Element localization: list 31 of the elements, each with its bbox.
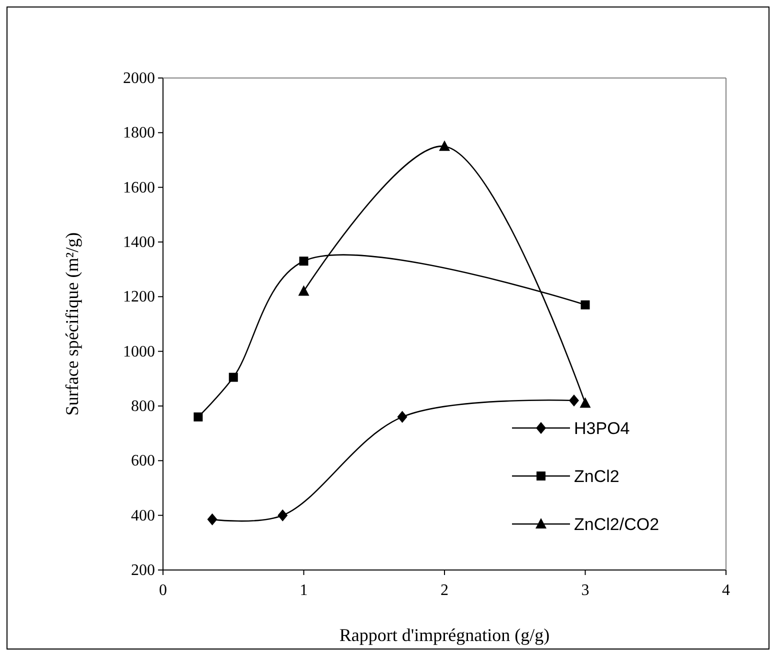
y-tick-label: 2000	[123, 70, 155, 87]
x-tick-label: 1	[300, 582, 308, 599]
legend-label: ZnCl2/CO2	[574, 515, 660, 534]
point	[298, 285, 310, 296]
legend-label: H3PO4	[574, 419, 630, 438]
x-tick-label: 4	[722, 582, 730, 599]
point	[228, 372, 238, 382]
point	[299, 256, 308, 266]
y-tick-label: 1800	[123, 124, 155, 142]
y-tick-label: 600	[131, 452, 155, 470]
point	[278, 509, 288, 522]
point	[568, 394, 579, 407]
legend-label: ZnCl2	[574, 467, 620, 486]
point	[194, 412, 203, 422]
x-tick-label: 2	[440, 582, 448, 599]
x-tick-label: 3	[581, 582, 590, 599]
point	[580, 397, 591, 408]
y-tick-label: 1200	[123, 288, 155, 306]
y-tick-label: 800	[131, 398, 155, 415]
point	[207, 513, 218, 526]
x-tick-label: 0	[159, 582, 167, 599]
y-axis-title: Surface spécifique (m²/g)	[62, 232, 82, 416]
point	[580, 300, 590, 310]
y-tick-label: 400	[131, 507, 155, 524]
y-tick-label: 200	[131, 562, 155, 579]
y-tick-label: 1400	[123, 234, 155, 251]
point	[397, 410, 408, 423]
x-axis-title: Rapport d'imprégnation (g/g)	[339, 625, 550, 645]
y-tick-label: 1600	[123, 179, 155, 196]
point	[439, 140, 450, 151]
y-tick-label: 1000	[123, 343, 155, 360]
